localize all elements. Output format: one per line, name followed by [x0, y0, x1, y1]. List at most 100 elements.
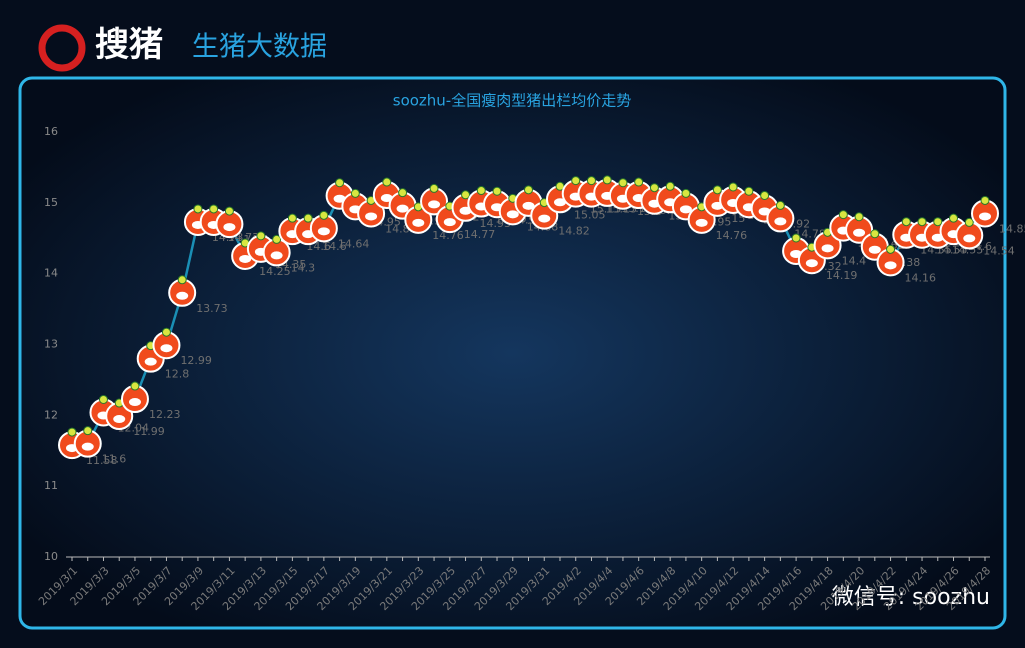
pig-cap — [980, 195, 990, 205]
pig-cap — [901, 217, 911, 227]
data-label: 12.8 — [165, 368, 190, 381]
data-label: 14.82 — [558, 225, 590, 238]
pig-snout — [821, 244, 834, 253]
pig-cap — [602, 175, 612, 185]
pig-cap — [429, 183, 439, 193]
data-label: 14.4 — [842, 254, 867, 267]
pig-snout — [853, 228, 866, 237]
pig-cap — [303, 213, 313, 223]
pig-snout — [538, 214, 551, 223]
y-tick-label: 15 — [44, 196, 58, 209]
data-label: 14.25 — [259, 265, 291, 278]
subtitle: 生猪大数据 — [192, 32, 327, 63]
pig-cap — [854, 212, 864, 222]
pig-cap — [398, 188, 408, 198]
y-tick-label: 11 — [44, 479, 58, 492]
chart-title: soozhu-全国瘦肉型猪出栏均价走势 — [393, 92, 631, 110]
data-label: 14.16 — [905, 271, 937, 284]
data-label: 14.6 — [322, 240, 347, 253]
pig-snout — [979, 212, 991, 221]
y-tick-label: 14 — [44, 267, 58, 280]
pig-cap — [287, 213, 297, 223]
pig-snout — [176, 291, 189, 300]
data-label: 13.73 — [196, 302, 228, 315]
pig-cap — [272, 234, 282, 244]
pig-snout — [81, 442, 94, 451]
pig-snout — [805, 259, 818, 268]
data-label: 14.54 — [983, 244, 1015, 257]
pig-cap — [870, 229, 880, 239]
pig-snout — [396, 204, 409, 213]
data-label: 11.99 — [133, 425, 165, 438]
pig-cap — [177, 275, 187, 285]
y-tick-label: 12 — [44, 408, 58, 421]
pig-cap — [350, 188, 360, 198]
data-label: 14.76 — [432, 229, 464, 242]
pig-cap — [224, 206, 234, 216]
pig-cap — [256, 231, 266, 241]
pig-cap — [130, 381, 140, 391]
pig-cap — [161, 327, 171, 337]
pig-snout — [128, 398, 141, 407]
pig-cap — [335, 178, 345, 188]
pig-snout — [522, 201, 535, 210]
pig-snout — [443, 218, 456, 227]
pig-cap — [681, 188, 691, 198]
pig-snout — [428, 200, 441, 209]
pig-cap — [492, 186, 502, 196]
data-label: 12.99 — [180, 354, 212, 367]
pig-cap — [791, 233, 801, 243]
pig-cap — [933, 217, 943, 227]
pig-snout — [365, 212, 378, 221]
pig-cap — [949, 213, 959, 223]
data-label: 12.23 — [149, 408, 181, 421]
pig-cap — [665, 181, 675, 191]
pig-snout — [963, 234, 976, 243]
y-tick-label: 16 — [44, 125, 58, 138]
pig-cap — [838, 210, 848, 220]
pig-cap — [586, 176, 596, 186]
pig-snout — [868, 245, 881, 254]
logo-icon — [38, 24, 86, 72]
pig-snout — [223, 223, 236, 232]
logo-text: 搜猪 — [95, 26, 163, 64]
pig-cap — [775, 200, 785, 210]
data-label: 14.77 — [464, 228, 496, 241]
y-tick-label: 10 — [44, 550, 58, 563]
pig-snout — [553, 198, 566, 207]
pig-cap — [98, 395, 108, 404]
pig-snout — [412, 218, 425, 227]
pig-cap — [744, 186, 754, 196]
pig-cap — [476, 186, 486, 196]
pig-snout — [506, 210, 519, 219]
data-label: 14.19 — [826, 269, 858, 282]
pig-snout — [239, 254, 252, 263]
data-label: 14.64 — [338, 237, 370, 250]
pig-cap — [649, 183, 659, 193]
watermark: 微信号: soozhu — [832, 585, 990, 610]
pig-cap — [571, 176, 581, 186]
data-label: 14.85 — [999, 222, 1025, 235]
pig-cap — [760, 191, 770, 200]
pig-cap — [712, 185, 722, 195]
pig-cap — [67, 427, 77, 437]
pig-cap — [382, 177, 392, 187]
y-tick-label: 13 — [44, 338, 58, 351]
pig-cap — [319, 210, 329, 220]
pig-cap — [964, 217, 974, 227]
data-label: 11.6 — [102, 453, 127, 466]
data-label: 11.58 — [86, 454, 118, 467]
pig-cap — [917, 217, 927, 227]
pig-snout — [884, 261, 897, 270]
pig-snout — [774, 217, 787, 226]
data-label: 14.76 — [716, 229, 748, 242]
pig-snout — [113, 415, 126, 424]
pig-cap — [461, 190, 471, 200]
pig-snout — [695, 218, 708, 227]
data-label: 14.3 — [291, 261, 316, 274]
pig-snout — [270, 251, 283, 260]
pig-snout — [317, 227, 330, 236]
pig-snout — [679, 205, 692, 214]
